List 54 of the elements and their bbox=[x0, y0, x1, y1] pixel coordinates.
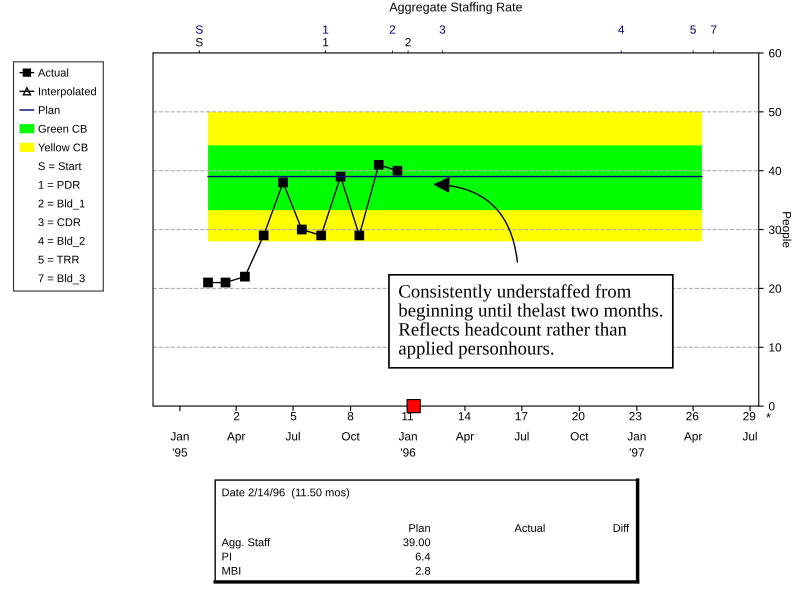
text: 3 = CDR bbox=[38, 218, 80, 226]
text: * bbox=[766, 413, 771, 418]
y-tick-label: 30 bbox=[768, 226, 782, 234]
y-axis-title: People bbox=[780, 212, 792, 248]
ref-line-label: S bbox=[196, 25, 203, 34]
x-tick-label: Jan '97 bbox=[628, 432, 646, 457]
y-tick-label: 50 bbox=[768, 108, 782, 116]
x-tick-label: Jan '96 bbox=[398, 432, 417, 457]
legend-label: Yellow CB bbox=[38, 143, 88, 152]
x2-tick-label: 26 bbox=[686, 412, 698, 420]
y-tick-label: 0 bbox=[768, 402, 775, 411]
text: 5 = TRR bbox=[38, 256, 79, 264]
legend-label: Plan bbox=[38, 106, 60, 114]
text: 1 = PDR bbox=[38, 181, 80, 189]
y-tick-label: 20 bbox=[769, 284, 782, 293]
ref-line-label: 2 bbox=[390, 25, 396, 34]
x2-tick-label: 11 bbox=[402, 412, 414, 420]
x-tick-label: Apr bbox=[684, 432, 702, 443]
x2-tick-label: 17 bbox=[516, 412, 528, 420]
ref-line-label: 2 bbox=[405, 38, 411, 46]
x2-tick-label: 14 bbox=[458, 412, 471, 420]
x2-tick-label: 5 bbox=[290, 412, 296, 420]
x-tick-label: Oct bbox=[342, 432, 360, 440]
x-tick-label: Oct bbox=[570, 432, 588, 440]
y-tick-label: 60 bbox=[769, 49, 782, 58]
legend-label: Green CB bbox=[38, 124, 87, 133]
ref-line-label: 5 bbox=[690, 25, 696, 34]
x-tick-label: Apr bbox=[456, 432, 474, 443]
y-tick-label: 40 bbox=[768, 166, 782, 176]
legend-label: Interpolated bbox=[38, 87, 96, 98]
x2-tick-label: 20 bbox=[572, 412, 584, 420]
ref-line-label: S bbox=[196, 38, 203, 46]
x-tick-label: Jul bbox=[514, 432, 529, 440]
x-tick-label: Apr bbox=[227, 432, 246, 443]
text: 4 = Bld_2 bbox=[38, 236, 85, 247]
text: S = Start bbox=[38, 162, 82, 170]
ref-line-label: 4 bbox=[618, 25, 624, 34]
x2-tick-label: 8 bbox=[348, 412, 354, 420]
y-tick-label: 10 bbox=[769, 343, 782, 352]
x2-tick-label: 23 bbox=[629, 412, 642, 420]
chart-title: Aggregate Staffing Rate bbox=[389, 2, 522, 14]
x-tick-label: Jul bbox=[286, 432, 300, 440]
text: 2 = Bld_1 bbox=[38, 199, 85, 210]
x-tick-label: Jan '95 bbox=[170, 432, 189, 457]
text: 7 = Bld_3 bbox=[38, 274, 85, 284]
x-tick-label: Jul bbox=[742, 432, 757, 440]
ref-line-label: 3 bbox=[440, 25, 446, 34]
x2-tick-label: 29 bbox=[743, 412, 756, 420]
ref-line-label: 1 bbox=[323, 38, 328, 46]
ref-line-label: 7 bbox=[711, 25, 716, 34]
ref-line-label: 1 bbox=[323, 25, 328, 34]
annotation: Consistently understaffed from beginning until thelast two months. Reflects headcount rather than applied personhours. bbox=[398, 284, 662, 358]
x2-tick-label: 2 bbox=[234, 412, 240, 420]
legend-label: Actual bbox=[38, 68, 68, 77]
